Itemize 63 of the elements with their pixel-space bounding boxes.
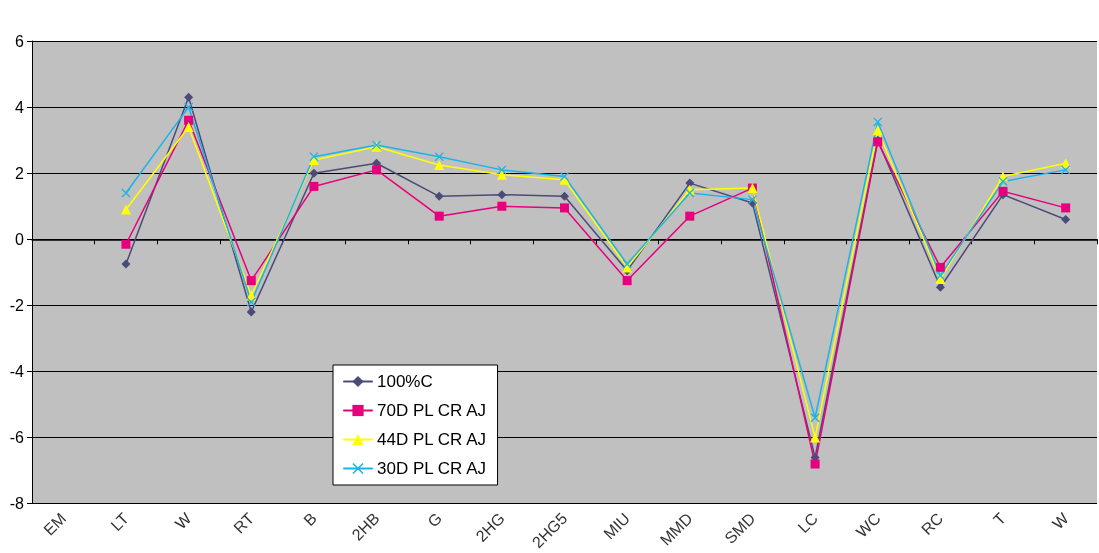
point: [872, 125, 883, 136]
point: [121, 259, 131, 269]
point: [496, 169, 507, 180]
point: [246, 297, 256, 307]
point: [810, 459, 820, 469]
y-tick-label: 2: [15, 164, 25, 182]
point: [184, 102, 194, 112]
point: [810, 413, 820, 423]
point: [183, 121, 194, 132]
legend-label: 30D PL CR AJ: [377, 459, 486, 478]
point: [246, 307, 256, 317]
x-tick-label: G: [424, 509, 446, 531]
x-tick-label: W: [171, 509, 196, 533]
point: [246, 276, 256, 286]
y-tick-label: -2: [9, 296, 25, 314]
y-tick-label: -6: [9, 429, 25, 447]
y-tick-label: 6: [15, 32, 25, 50]
x-tick-label: B: [300, 509, 320, 530]
y-tick-label: -8: [9, 495, 25, 513]
legend-label: 44D PL CR AJ: [377, 430, 486, 449]
point: [998, 186, 1008, 196]
x-tick-label: LT: [107, 509, 133, 535]
point: [497, 201, 507, 211]
point: [559, 174, 570, 185]
point: [873, 117, 883, 127]
x-tick-label: LC: [794, 509, 822, 537]
x-tick-label: WC: [852, 509, 884, 541]
point: [560, 203, 569, 213]
y-tick-label: -4: [9, 362, 25, 380]
point: [434, 152, 444, 162]
x-tick-label: RC: [918, 509, 947, 539]
point: [497, 190, 507, 200]
point: [434, 191, 444, 201]
point: [935, 262, 945, 272]
point: [120, 204, 131, 215]
point: [810, 432, 821, 443]
x-tick-label: RT: [230, 509, 258, 537]
point: [685, 188, 695, 198]
y-tick-label: 0: [15, 230, 25, 248]
point: [1061, 165, 1071, 175]
point: [309, 168, 319, 178]
point: [685, 211, 695, 221]
point: [184, 92, 194, 102]
point: [1061, 203, 1071, 213]
point: [184, 115, 194, 125]
point: [622, 276, 632, 286]
x-tick-label: 2HB: [348, 509, 383, 544]
legend-label: 100%C: [377, 372, 433, 391]
point: [434, 211, 444, 221]
x-tick-label: T: [990, 509, 1010, 529]
x-tick-label: MIU: [600, 509, 634, 543]
point: [560, 191, 569, 201]
y-tick-label: 4: [15, 98, 25, 116]
point: [121, 239, 131, 249]
point: [309, 181, 319, 191]
legend-label: 70D PL CR AJ: [377, 401, 486, 420]
point: [372, 165, 382, 175]
point: [434, 159, 445, 170]
point: [685, 178, 695, 188]
x-tick-label: W: [1048, 509, 1073, 533]
point: [998, 176, 1008, 186]
point: [1061, 214, 1071, 224]
x-tick-label: EM: [40, 509, 70, 539]
